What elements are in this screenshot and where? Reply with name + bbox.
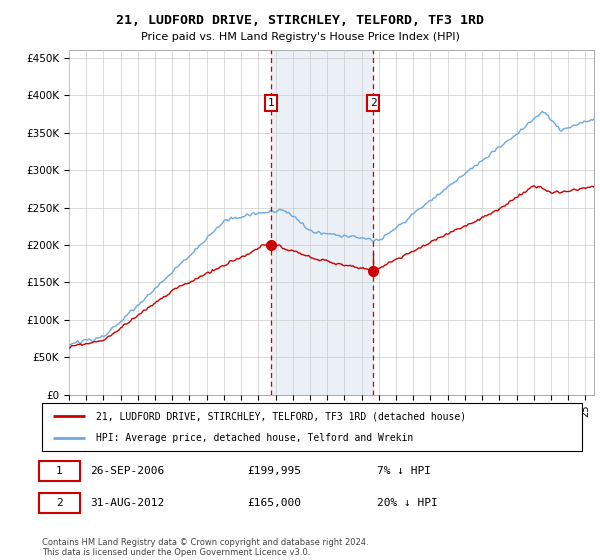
Text: 26-SEP-2006: 26-SEP-2006 <box>91 466 165 476</box>
FancyBboxPatch shape <box>40 461 80 481</box>
Text: 21, LUDFORD DRIVE, STIRCHLEY, TELFORD, TF3 1RD: 21, LUDFORD DRIVE, STIRCHLEY, TELFORD, T… <box>116 14 484 27</box>
FancyBboxPatch shape <box>40 493 80 512</box>
Text: HPI: Average price, detached house, Telford and Wrekin: HPI: Average price, detached house, Telf… <box>96 433 413 443</box>
Text: £165,000: £165,000 <box>247 498 301 508</box>
Text: Price paid vs. HM Land Registry's House Price Index (HPI): Price paid vs. HM Land Registry's House … <box>140 32 460 43</box>
Text: 1: 1 <box>268 98 275 108</box>
Text: 20% ↓ HPI: 20% ↓ HPI <box>377 498 437 508</box>
Text: 1: 1 <box>56 466 63 476</box>
Text: 31-AUG-2012: 31-AUG-2012 <box>91 498 165 508</box>
Text: 21, LUDFORD DRIVE, STIRCHLEY, TELFORD, TF3 1RD (detached house): 21, LUDFORD DRIVE, STIRCHLEY, TELFORD, T… <box>96 411 466 421</box>
Text: 2: 2 <box>370 98 377 108</box>
FancyBboxPatch shape <box>42 403 582 451</box>
Bar <box>271 50 373 395</box>
Text: £199,995: £199,995 <box>247 466 301 476</box>
Text: Contains HM Land Registry data © Crown copyright and database right 2024.
This d: Contains HM Land Registry data © Crown c… <box>42 538 368 557</box>
Text: 2: 2 <box>56 498 63 508</box>
Text: 7% ↓ HPI: 7% ↓ HPI <box>377 466 431 476</box>
